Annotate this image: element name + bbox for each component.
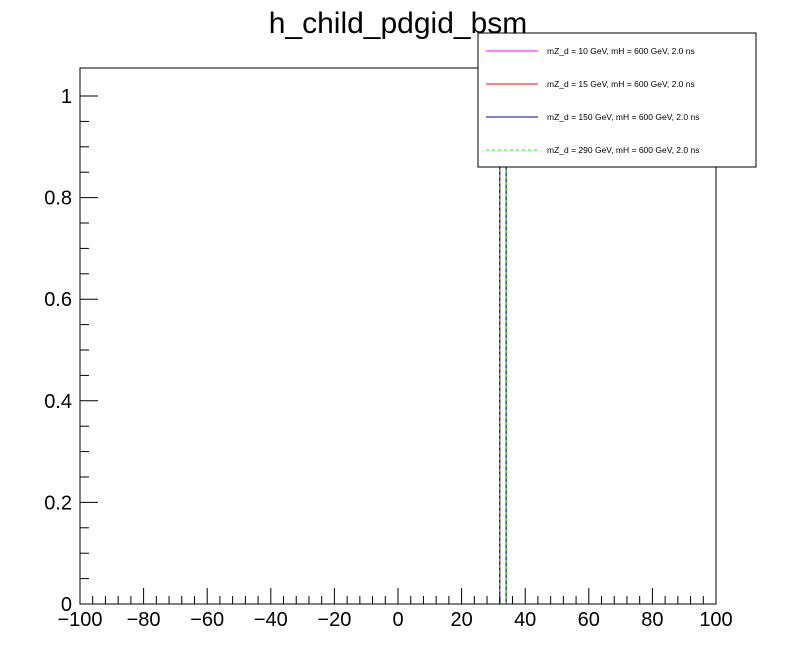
plot-series xyxy=(80,95,716,605)
y-tick-label: 1 xyxy=(61,86,72,108)
legend-label-4: mZ_d = 290 GeV, mH = 600 GeV, 2.0 ns xyxy=(547,145,699,155)
y-axis: 0 0.2 0.4 0.6 0.8 1 xyxy=(44,86,98,616)
x-tick-label: 20 xyxy=(450,609,472,631)
legend-label-3: mZ_d = 150 GeV, mH = 600 GeV, 2.0 ns xyxy=(547,112,699,122)
x-tick-label: 0 xyxy=(392,609,403,631)
x-tick-label: −20 xyxy=(317,609,351,631)
x-tick-label: −40 xyxy=(254,609,288,631)
x-tick-label: 40 xyxy=(514,609,536,631)
y-tick-label: 0.8 xyxy=(44,188,72,210)
legend: mZ_d = 10 GeV, mH = 600 GeV, 2.0 ns mZ_d … xyxy=(477,32,757,168)
x-tick-label: −80 xyxy=(127,609,161,631)
x-axis: −100 −80 −60 −40 −20 0 20 40 60 80 100 xyxy=(57,588,733,631)
legend-label-2: mZ_d = 15 GeV, mH = 600 GeV, 2.0 ns xyxy=(547,79,695,89)
y-tick-label: 0.2 xyxy=(44,492,72,514)
legend-box xyxy=(477,32,757,168)
y-tick-label: 0.4 xyxy=(44,391,72,413)
series-line-3 xyxy=(80,95,716,605)
x-tick-label: 80 xyxy=(641,609,663,631)
y-tick-label: 0 xyxy=(61,594,72,616)
x-tick-label: −100 xyxy=(57,609,102,631)
x-tick-label: −60 xyxy=(190,609,224,631)
legend-label-1: mZ_d = 10 GeV, mH = 600 GeV, 2.0 ns xyxy=(547,46,695,56)
y-tick-label: 0.6 xyxy=(44,289,72,311)
x-tick-label: 100 xyxy=(699,609,732,631)
series-line-1 xyxy=(80,95,716,605)
series-line-4 xyxy=(80,95,716,605)
series-line-2 xyxy=(80,95,716,605)
x-tick-label: 60 xyxy=(578,609,600,631)
